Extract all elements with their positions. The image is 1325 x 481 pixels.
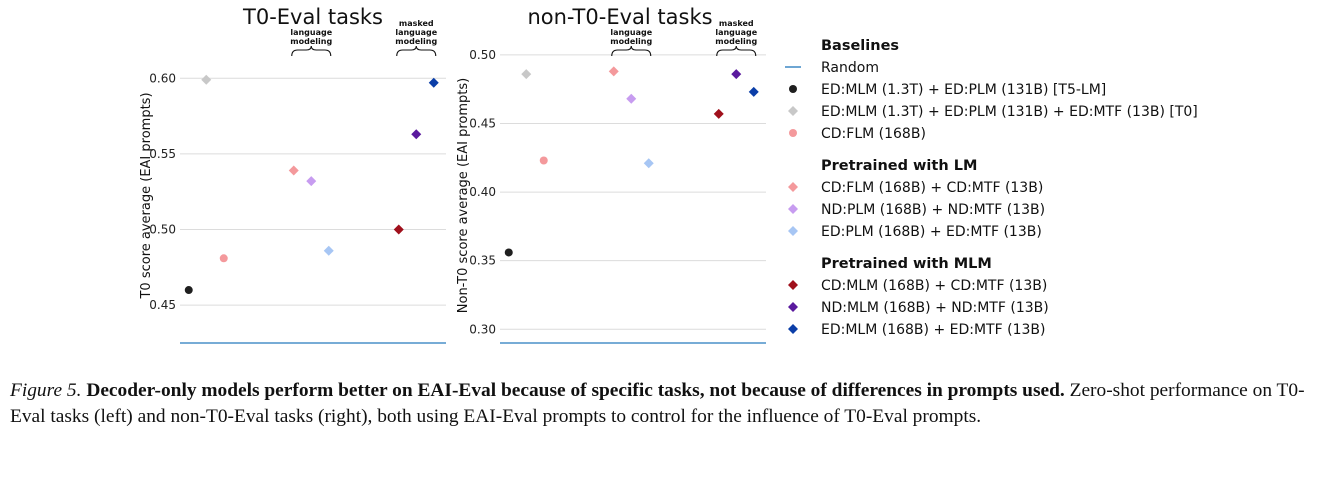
legend-item-label: ND:MLM (168B) + ND:MTF (13B) [821, 300, 1049, 316]
y-tick-label: 0.50 [469, 48, 496, 62]
legend-item-label: ND:PLM (168B) + ND:MTF (13B) [821, 202, 1045, 218]
legend-marker-cd-flm-168b [789, 129, 797, 137]
y-tick-label: 0.35 [469, 254, 496, 268]
annotation-label: modeling [715, 37, 757, 46]
legend-item-label: CD:FLM (168B) [821, 126, 926, 142]
annotation-label: language [610, 28, 652, 37]
legend-heading: Pretrained with LM [821, 158, 977, 174]
y-tick-label: 0.30 [469, 322, 496, 336]
point-ed-plm-168b-ed-mtf-13b [323, 245, 334, 256]
legend-heading: Baselines [821, 38, 899, 54]
annotation-label: language [715, 28, 757, 37]
point-cd-flm-168b [539, 156, 548, 165]
y-tick-label: 0.60 [149, 71, 176, 85]
annotation-label: masked [399, 19, 434, 28]
point-cd-flm-168b [219, 254, 228, 263]
annotation-label: modeling [610, 37, 652, 46]
point-ed-plm-168b-ed-mtf-13b [643, 158, 654, 169]
y-tick-label: 0.45 [149, 298, 176, 312]
point-cd-flm-168b-cd-mtf-13b [288, 165, 299, 176]
point-ed-mlm-1-3t-ed-plm-131b-t5-lm [504, 248, 513, 257]
t0-eval-panel: T0-Eval tasks T0 score average (EAI promp… [139, 5, 446, 344]
caption-label: Figure 5. [10, 380, 82, 401]
legend-marker-ed-mlm-1-3t-ed-plm-131b-ed-mtf-13b-t0 [788, 106, 798, 116]
annotation-brace [611, 45, 652, 57]
point-ed-mlm-168b-ed-mtf-13b [428, 77, 439, 88]
annotation-brace [291, 45, 332, 57]
point-ed-mlm-1-3t-ed-plm-131b-ed-mtf-13b-t0 [521, 69, 532, 80]
annotation-label: modeling [290, 37, 332, 46]
legend-item-label: Random [821, 60, 879, 76]
y-tick-label: 0.40 [469, 185, 496, 199]
legend-marker-cd-mlm-168b-cd-mtf-13b [788, 280, 798, 290]
legend: Baselines Random ED:MLM (1.3T) + ED:PLM (1… [785, 38, 1198, 338]
annotation-label: masked [719, 19, 754, 28]
annotation-label: language [395, 28, 437, 37]
chart-title: non-T0-Eval tasks [527, 5, 712, 29]
point-nd-mlm-168b-nd-mtf-13b [411, 129, 422, 140]
non-t0-eval-panel: non-T0-Eval tasks Non-T0 score average (E… [456, 5, 766, 344]
legend-marker-nd-plm-168b-nd-mtf-13b [788, 204, 798, 214]
legend-item-label: ED:MLM (168B) + ED:MTF (13B) [821, 322, 1045, 338]
caption-text: Zero-shot performance on T0-Eval tasks (… [10, 380, 1305, 427]
point-cd-mlm-168b-cd-mtf-13b [713, 108, 724, 119]
point-ed-mlm-1-3t-ed-plm-131b-t5-lm [184, 286, 193, 295]
caption-bold: Decoder-only models perform better on EA… [86, 380, 1065, 401]
point-ed-mlm-1-3t-ed-plm-131b-ed-mtf-13b-t0 [201, 74, 212, 85]
legend-marker-ed-mlm-168b-ed-mtf-13b [788, 324, 798, 334]
legend-marker-ed-plm-168b-ed-mtf-13b [788, 226, 798, 236]
legend-marker-cd-flm-168b-cd-mtf-13b [788, 182, 798, 192]
point-nd-plm-168b-nd-mtf-13b [306, 176, 317, 187]
annotation-label: language [290, 28, 332, 37]
legend-item-label: ED:MLM (1.3T) + ED:PLM (131B) [T5-LM] [821, 82, 1106, 98]
legend-item-label: ED:MLM (1.3T) + ED:PLM (131B) + ED:MTF (… [821, 104, 1198, 120]
y-tick-label: 0.45 [469, 116, 496, 130]
legend-item-label: CD:FLM (168B) + CD:MTF (13B) [821, 180, 1043, 196]
y-axis-label: Non-T0 score average (EAI prompts) [456, 78, 471, 313]
chart-title: T0-Eval tasks [242, 5, 383, 29]
y-tick-label: 0.55 [149, 147, 176, 161]
annotation-brace [716, 45, 757, 57]
point-cd-mlm-168b-cd-mtf-13b [393, 224, 404, 235]
y-tick-label: 0.50 [149, 223, 176, 237]
legend-item-label: CD:MLM (168B) + CD:MTF (13B) [821, 278, 1047, 294]
point-cd-flm-168b-cd-mtf-13b [608, 66, 619, 77]
point-nd-plm-168b-nd-mtf-13b [626, 93, 637, 104]
legend-marker-ed-mlm-1-3t-ed-plm-131b-t5-lm [789, 85, 797, 93]
figure-caption: Figure 5. Decoder-only models perform be… [10, 378, 1315, 430]
annotation-label: modeling [395, 37, 437, 46]
point-ed-mlm-168b-ed-mtf-13b [748, 86, 759, 97]
legend-item-label: ED:PLM (168B) + ED:MTF (13B) [821, 224, 1042, 240]
legend-marker-nd-mlm-168b-nd-mtf-13b [788, 302, 798, 312]
y-axis-label: T0 score average (EAI prompts) [139, 92, 154, 299]
figure-charts: T0-Eval tasks T0 score average (EAI promp… [139, 5, 1198, 344]
point-nd-mlm-168b-nd-mtf-13b [731, 69, 742, 80]
legend-heading: Pretrained with MLM [821, 256, 992, 272]
annotation-brace [396, 45, 437, 57]
